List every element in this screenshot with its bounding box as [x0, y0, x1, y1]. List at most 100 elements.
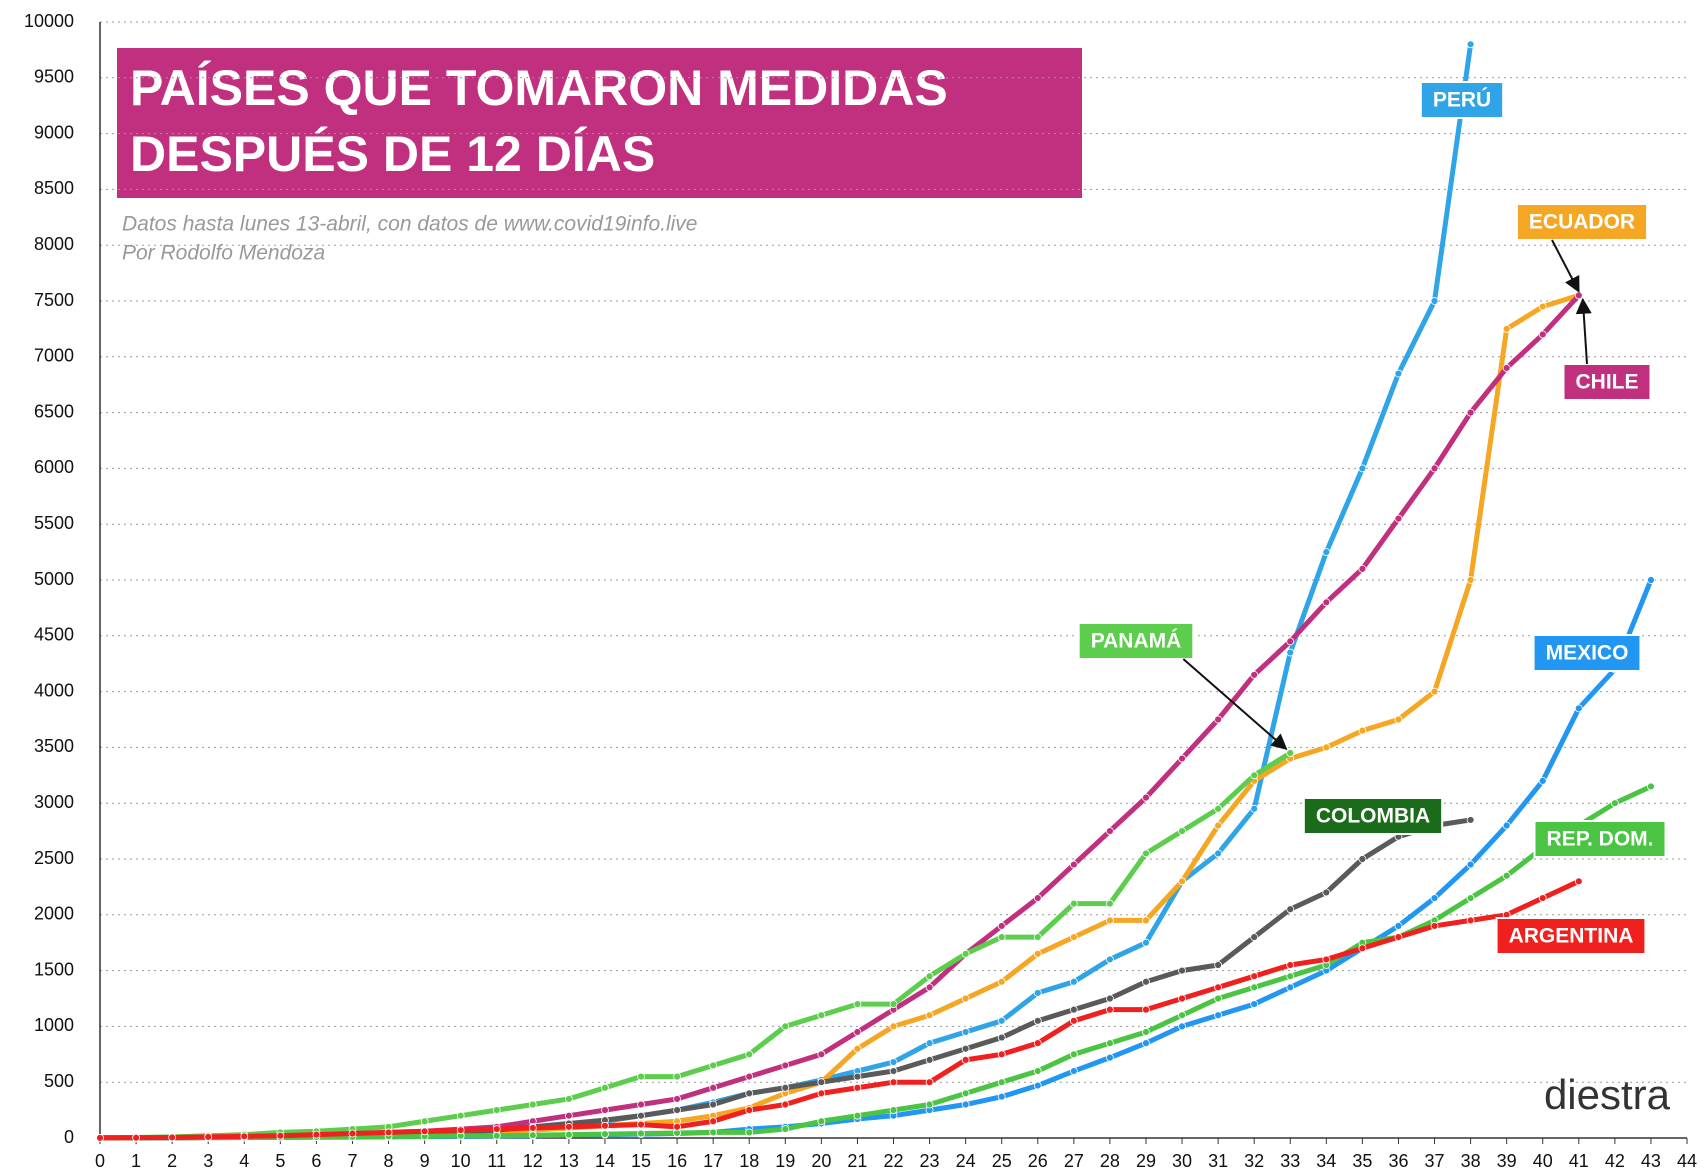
data-point: [384, 1128, 393, 1137]
data-point: [1178, 877, 1186, 886]
y-tick-label: 500: [44, 1071, 74, 1091]
data-point: [889, 1022, 898, 1031]
data-point: [637, 1111, 645, 1120]
x-tick-label: 20: [811, 1151, 831, 1171]
x-tick-label: 19: [775, 1151, 795, 1171]
y-tick-label: 2000: [34, 904, 74, 924]
data-point: [1033, 933, 1042, 942]
data-point: [1358, 726, 1367, 735]
y-tick-label: 1500: [34, 959, 74, 979]
data-point: [961, 1044, 970, 1053]
x-tick-label: 3: [203, 1151, 213, 1171]
data-point: [1106, 899, 1114, 908]
title-box: [117, 48, 1082, 198]
data-point: [1106, 994, 1114, 1003]
data-point: [420, 1127, 429, 1136]
data-point: [889, 1106, 898, 1114]
data-point: [961, 949, 970, 958]
series-line: [99, 879, 1580, 1141]
data-point: [1250, 771, 1259, 780]
data-point: [1033, 1039, 1042, 1048]
data-point: [1178, 1011, 1186, 1020]
data-point: [1106, 1005, 1114, 1014]
data-point: [1538, 894, 1547, 902]
x-tick-label: 1: [131, 1151, 141, 1171]
legend-label: PERÚ: [1433, 88, 1491, 112]
data-point: [528, 1124, 537, 1132]
series-label-box: [1077, 622, 1195, 660]
data-point: [1466, 816, 1475, 824]
data-point: [1069, 933, 1078, 942]
data-point: [745, 1050, 754, 1059]
data-point: [1430, 894, 1439, 902]
data-point: [1502, 324, 1511, 333]
data-point: [528, 1100, 537, 1109]
data-point: [132, 1133, 140, 1142]
x-tick-label: 28: [1100, 1151, 1120, 1171]
data-point: [1106, 1039, 1114, 1048]
x-tick-label: 35: [1352, 1151, 1372, 1171]
data-point: [781, 1083, 790, 1092]
data-point: [1069, 899, 1078, 908]
data-point: [240, 1132, 249, 1141]
x-tick-label: 29: [1136, 1151, 1156, 1171]
data-point: [889, 1067, 898, 1075]
subtitle: Por Rodolfo Mendoza: [122, 242, 325, 265]
data-point: [1394, 715, 1403, 724]
data-point: [1069, 977, 1078, 986]
data-point: [673, 1072, 681, 1081]
data-point: [961, 994, 970, 1003]
data-point: [1106, 827, 1114, 835]
data-point: [1574, 704, 1583, 713]
data-point: [1286, 905, 1295, 914]
data-point: [925, 1011, 934, 1020]
data-point: [1142, 938, 1150, 947]
data-point: [1430, 687, 1439, 696]
data-point: [853, 1072, 862, 1081]
x-tick-label: 10: [451, 1151, 471, 1171]
data-point: [1250, 983, 1259, 992]
data-point: [1286, 972, 1295, 981]
data-point: [1106, 955, 1114, 964]
data-point: [1574, 877, 1583, 886]
x-tick-label: 15: [631, 1151, 651, 1171]
data-point: [853, 1111, 862, 1120]
legend-label: ECUADOR: [1529, 211, 1635, 234]
subtitle: Datos hasta lunes 13-abril, con datos de…: [122, 213, 698, 236]
data-point: [637, 1072, 645, 1081]
data-point: [745, 1072, 754, 1081]
y-tick-label: 8000: [34, 234, 74, 254]
data-point: [1178, 994, 1186, 1003]
data-point: [853, 1000, 862, 1008]
y-tick-label: 10000: [24, 11, 74, 31]
data-point: [1142, 916, 1150, 925]
data-point: [1394, 514, 1403, 523]
x-tick-label: 22: [883, 1151, 903, 1171]
x-tick-label: 42: [1605, 1151, 1625, 1171]
x-tick-label: 33: [1280, 1151, 1300, 1171]
x-tick-label: 24: [956, 1151, 976, 1171]
data-point: [96, 1133, 104, 1142]
data-point: [1286, 983, 1295, 992]
x-tick-label: 16: [667, 1151, 687, 1171]
data-point: [1214, 849, 1223, 858]
data-point: [564, 1095, 573, 1103]
data-point: [637, 1120, 645, 1129]
series-line: [99, 750, 1292, 1141]
data-point: [673, 1122, 681, 1131]
data-point: [1069, 1067, 1078, 1075]
y-tick-label: 6500: [34, 401, 74, 421]
lines: [96, 40, 1655, 1142]
data-point: [1430, 464, 1439, 473]
series-label-box: [1515, 203, 1649, 241]
data-point: [601, 1083, 609, 1092]
y-tick-label: 9500: [34, 67, 74, 87]
data-point: [745, 1089, 754, 1098]
data-point: [1538, 330, 1547, 339]
data-point: [925, 1078, 934, 1087]
annotation-arrow: [1575, 297, 1592, 365]
chart-title: DESPUÉS DE 12 DÍAS: [130, 126, 655, 182]
x-tick-label: 5: [275, 1151, 285, 1171]
data-point: [601, 1106, 609, 1114]
